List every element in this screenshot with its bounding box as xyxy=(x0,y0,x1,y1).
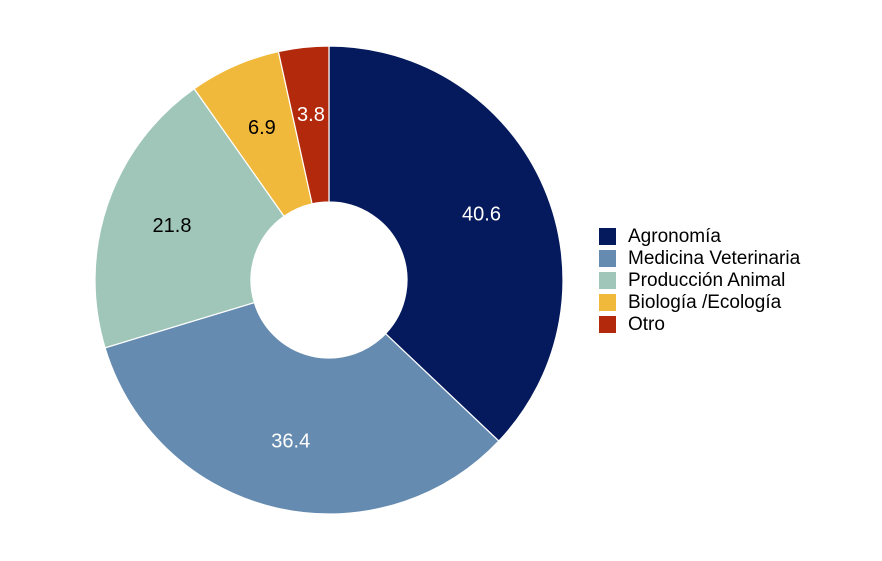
chart-slices xyxy=(94,45,564,515)
legend-swatch-otro xyxy=(599,316,616,333)
slice-medicina-veterinaria xyxy=(104,301,500,515)
legend-label-produccion-animal: Producción Animal xyxy=(628,270,785,291)
slice-otro xyxy=(277,45,330,205)
legend-swatch-biologia-ecologia xyxy=(599,294,616,311)
value-label-produccion-animal: 21.8 xyxy=(153,215,192,237)
legend-label-otro: Otro xyxy=(628,314,665,335)
slice-agronomia xyxy=(328,45,564,442)
value-label-biologia-ecologia: 6.9 xyxy=(248,117,276,139)
value-label-agronomia: 40.6 xyxy=(462,203,501,225)
chart-value-labels: 40.6 36.4 21.8 6.9 3.8 xyxy=(153,104,501,453)
value-label-medicina-veterinaria: 36.4 xyxy=(271,431,310,453)
legend-label-agronomia: Agronomía xyxy=(628,226,721,247)
legend-swatch-agronomia xyxy=(599,228,616,245)
legend-label-biologia-ecologia: Biología /Ecología xyxy=(628,292,782,313)
legend-swatch-medicina-veterinaria xyxy=(599,250,616,267)
legend-label-medicina-veterinaria: Medicina Veterinaria xyxy=(628,248,801,269)
value-label-otro: 3.8 xyxy=(297,104,325,126)
slice-produccion-animal xyxy=(94,87,285,349)
legend-swatch-produccion-animal xyxy=(599,272,616,289)
